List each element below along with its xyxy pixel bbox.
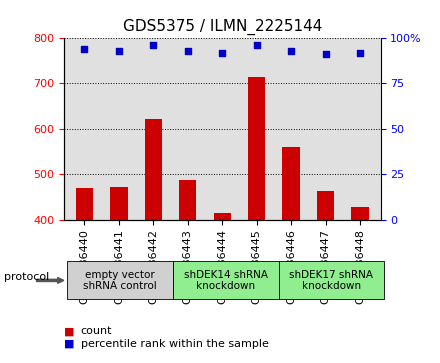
Bar [145, 119, 162, 220]
Bar [282, 147, 300, 220]
Point [184, 48, 191, 54]
Point [356, 50, 363, 56]
Bar [351, 207, 369, 220]
Point [322, 52, 329, 57]
Text: count: count [81, 326, 112, 337]
Text: ■: ■ [64, 339, 74, 349]
Bar [110, 187, 128, 220]
Text: empty vector
shRNA control: empty vector shRNA control [83, 270, 157, 291]
Text: ■: ■ [64, 326, 74, 337]
Point [219, 50, 226, 56]
Point [81, 46, 88, 52]
Title: GDS5375 / ILMN_2225144: GDS5375 / ILMN_2225144 [122, 19, 322, 35]
Bar [76, 188, 93, 220]
Point [253, 42, 260, 48]
Bar [248, 77, 265, 220]
Bar [317, 191, 334, 220]
Bar [213, 213, 231, 220]
Point [115, 48, 122, 54]
Text: shDEK17 shRNA
knockdown: shDEK17 shRNA knockdown [290, 270, 373, 291]
Point [288, 48, 295, 54]
Bar [179, 180, 196, 220]
Text: shDEK14 shRNA
knockdown: shDEK14 shRNA knockdown [184, 270, 268, 291]
Text: protocol: protocol [4, 272, 50, 282]
Point [150, 42, 157, 48]
Text: percentile rank within the sample: percentile rank within the sample [81, 339, 268, 349]
